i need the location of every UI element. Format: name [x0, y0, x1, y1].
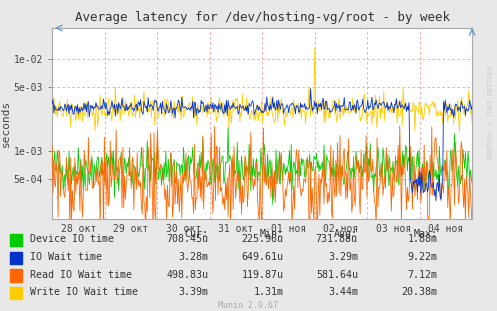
Y-axis label: seconds: seconds [1, 100, 11, 147]
Bar [10, 287, 22, 299]
Text: 708.45u: 708.45u [166, 234, 209, 244]
Text: 225.96u: 225.96u [241, 234, 283, 244]
Text: 9.22m: 9.22m [408, 252, 437, 262]
Text: 1.31m: 1.31m [253, 287, 283, 297]
Text: 649.61u: 649.61u [241, 252, 283, 262]
Text: 7.12m: 7.12m [408, 270, 437, 280]
Text: Min:: Min: [259, 229, 283, 239]
Text: IO Wait time: IO Wait time [30, 252, 102, 262]
Text: 3.44m: 3.44m [328, 287, 358, 297]
Text: 3.29m: 3.29m [328, 252, 358, 262]
Bar [10, 252, 22, 264]
Text: Device IO time: Device IO time [30, 234, 114, 244]
Text: 119.87u: 119.87u [241, 270, 283, 280]
Text: 1.88m: 1.88m [408, 234, 437, 244]
Text: 3.28m: 3.28m [179, 252, 209, 262]
Text: 731.88u: 731.88u [316, 234, 358, 244]
Bar [10, 234, 22, 246]
Bar [10, 269, 22, 282]
Text: Max:: Max: [414, 229, 437, 239]
Text: 3.39m: 3.39m [179, 287, 209, 297]
Text: Munin 2.0.67: Munin 2.0.67 [219, 301, 278, 310]
Text: Cur:: Cur: [185, 229, 209, 239]
Text: 581.64u: 581.64u [316, 270, 358, 280]
Text: Write IO Wait time: Write IO Wait time [30, 287, 138, 297]
Text: 20.38m: 20.38m [402, 287, 437, 297]
Text: RRDTOOL / TOBI OETIKER: RRDTOOL / TOBI OETIKER [488, 65, 494, 159]
Text: Avg:: Avg: [334, 229, 358, 239]
Text: 498.83u: 498.83u [166, 270, 209, 280]
Title: Average latency for /dev/hosting-vg/root - by week: Average latency for /dev/hosting-vg/root… [75, 11, 450, 24]
Text: Read IO Wait time: Read IO Wait time [30, 270, 132, 280]
